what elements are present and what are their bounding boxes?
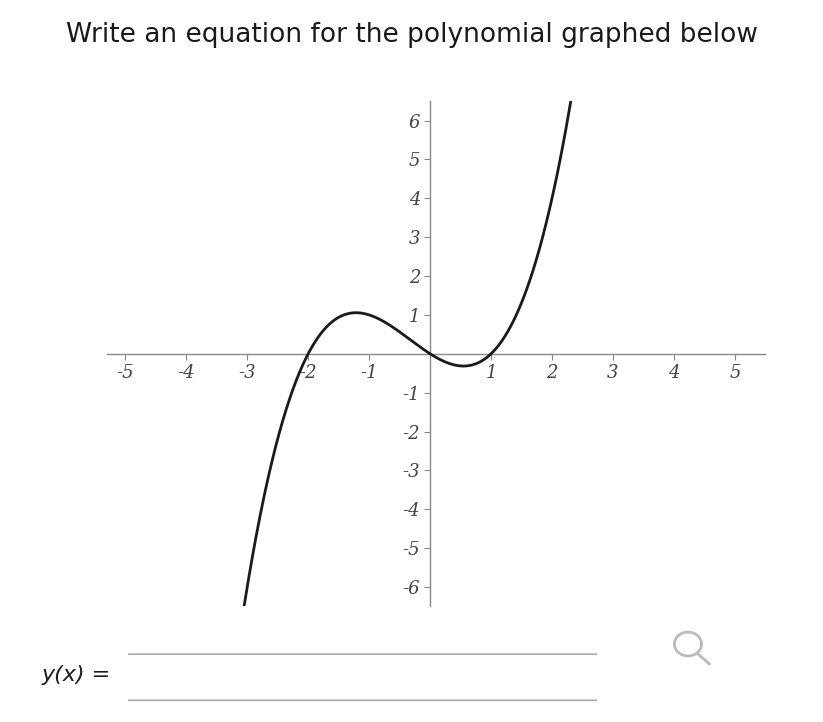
Text: Write an equation for the polynomial graphed below: Write an equation for the polynomial gra…: [66, 22, 757, 48]
Text: y(x) =: y(x) =: [41, 665, 110, 685]
FancyBboxPatch shape: [123, 654, 602, 700]
